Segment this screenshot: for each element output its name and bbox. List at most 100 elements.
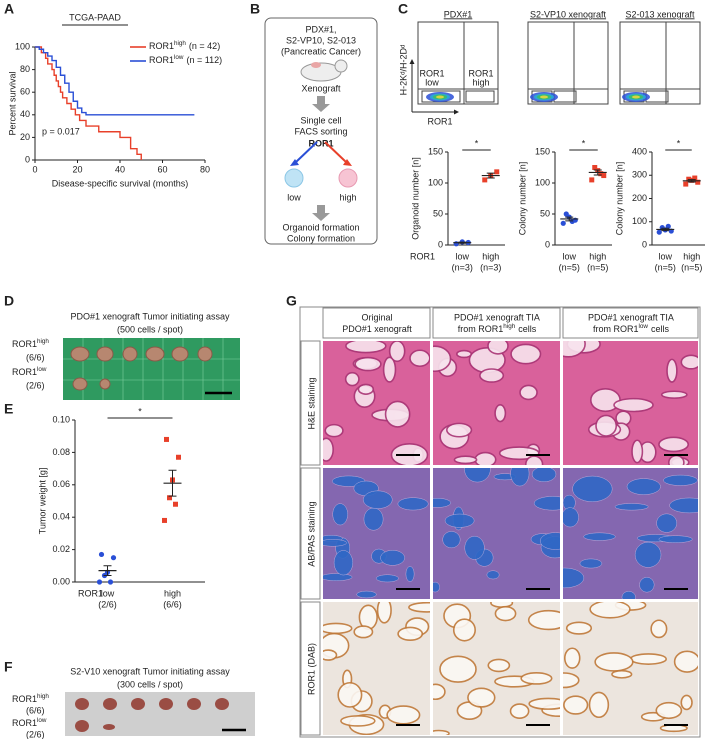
tissue-structure: [524, 455, 544, 465]
tissue-structure: [323, 539, 347, 547]
tissue-structure: [588, 691, 610, 719]
tissue-structure: [487, 658, 511, 673]
column-header-line: PDO#1 xenograft: [342, 324, 412, 334]
legend-label: ROR1low (n = 112): [149, 54, 222, 65]
data-point: [173, 501, 178, 507]
tissue-structure: [340, 715, 376, 727]
panel-title: S2-V10 xenograft Tumor initiating assay: [70, 666, 230, 676]
error-bar: [661, 227, 670, 232]
split-arrowhead: [290, 159, 299, 166]
tissue-structure: [486, 570, 500, 580]
tissue-structure: [563, 507, 579, 528]
x-tick-label: low: [562, 251, 576, 261]
tumor: [75, 720, 89, 732]
significance-label: *: [677, 138, 681, 148]
workflow-box: [264, 17, 378, 245]
tumor: [103, 698, 117, 710]
tissue-structure: [531, 468, 557, 483]
y-tick-label: 80: [20, 64, 30, 74]
y-tick-label: 20: [20, 132, 30, 142]
row-label-part: ROR1: [12, 694, 37, 704]
group-count: (6/6): [163, 599, 182, 609]
y-tick-label: 100: [535, 177, 550, 187]
panel-subtitle: (300 cells / spot): [117, 679, 183, 689]
column-header: [562, 307, 699, 339]
split-arrowhead: [343, 159, 352, 166]
tissue-structure: [345, 341, 387, 354]
tissue-structure: [397, 497, 429, 511]
tissue-structure: [579, 558, 603, 569]
tumor: [215, 698, 229, 710]
x-tick-label: high: [683, 251, 700, 261]
workflow-source: S2-VP10, S2-013: [286, 35, 356, 45]
chart-title: TCGA-PAAD: [69, 12, 121, 22]
tissue-image: [323, 341, 430, 465]
row-label: ROR1high: [12, 693, 49, 704]
workflow-outcome: Colony formation: [287, 233, 355, 243]
tissue-structure: [382, 356, 397, 383]
event-density: [540, 95, 548, 99]
tissue-structure: [433, 729, 450, 735]
tissue-structure: [409, 349, 430, 368]
tissue-structure: [533, 496, 560, 511]
tissue-structure: [509, 703, 530, 719]
tissue-structure: [487, 341, 509, 355]
tissue-structure: [631, 439, 644, 464]
group-count: (2/6): [98, 599, 117, 609]
row-label-part: ROR1: [12, 339, 37, 349]
tissue-structure: [464, 468, 491, 483]
workflow-source: PDX#1,: [305, 24, 336, 34]
tissue-structure: [362, 490, 393, 509]
column-header-line: PDO#1 xenograft TIA: [454, 312, 540, 322]
tissue-structure: [639, 577, 655, 593]
y-tick-label: 150: [535, 146, 550, 156]
row-label: ROR1: [78, 588, 103, 598]
split-label: high: [339, 192, 356, 202]
cell-high: [338, 168, 358, 188]
error-bar: [565, 216, 574, 222]
y-axis-label: Colony number [n]: [614, 162, 624, 236]
tissue-structure: [520, 672, 553, 685]
data-point: [494, 169, 500, 175]
tissue-structure: [433, 683, 446, 701]
gate-label: low: [425, 77, 439, 87]
tissue-structure: [563, 567, 585, 589]
panel-letter: D: [4, 293, 14, 309]
tissue-structure: [452, 618, 476, 642]
tumor: [70, 346, 90, 362]
workflow-step: FACS sorting: [294, 126, 347, 136]
data-point: [563, 211, 569, 217]
panel-title: PDO#1 xenograft Tumor initiating assay: [70, 311, 230, 321]
grid-frame: [299, 306, 701, 738]
y-tick-label: 0.10: [52, 414, 70, 424]
tissue-structure: [565, 621, 593, 635]
tissue-structure: [433, 498, 451, 508]
tissue-structure: [467, 687, 496, 708]
panel-letter: C: [398, 1, 408, 17]
event-density: [436, 95, 444, 99]
row-label: ROR1: [410, 251, 435, 261]
tissue-structure: [572, 475, 613, 503]
tissue-structure: [527, 609, 560, 631]
tissue-structure: [539, 532, 560, 550]
y-tick-label: 40: [20, 109, 30, 119]
y-axis-label: Tumor weight [g]: [37, 468, 47, 535]
tissue-structure: [445, 422, 473, 438]
y-tick-label: 0.00: [52, 576, 70, 586]
error-bar: [593, 169, 602, 176]
data-point: [601, 173, 607, 179]
data-point: [683, 181, 689, 187]
row-label-part: high: [37, 693, 49, 700]
tissue-structure: [323, 622, 353, 635]
column-header-line-part: high: [503, 323, 515, 330]
panel-letter: A: [4, 1, 14, 17]
legend-label-part: high: [174, 40, 186, 47]
row-count: (6/6): [26, 705, 45, 715]
data-point: [453, 241, 459, 247]
workflow-step: Xenograft: [301, 83, 341, 93]
group-count: (n=3): [452, 262, 473, 272]
tissue-structure: [439, 655, 477, 683]
tissue-structure: [667, 454, 685, 465]
tissue-image: [323, 602, 430, 735]
